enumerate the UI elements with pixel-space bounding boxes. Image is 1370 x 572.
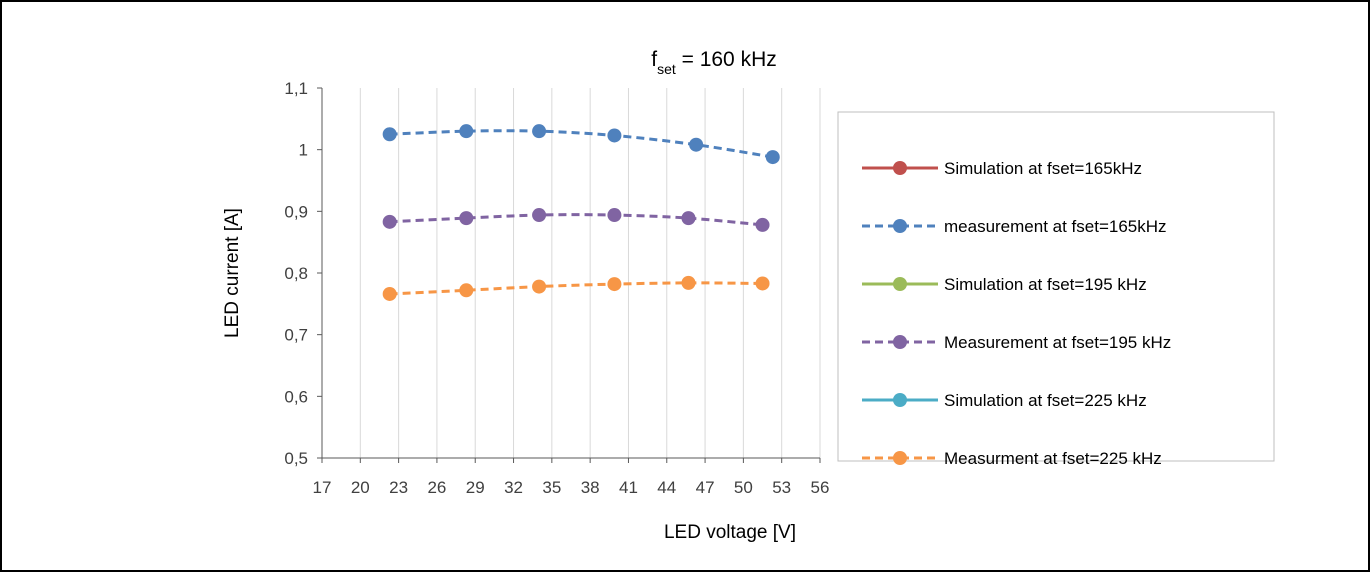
x-axis-title: LED voltage [V] bbox=[664, 522, 796, 543]
legend-label: Simulation at fset=195 kHz bbox=[944, 275, 1147, 294]
y-tick-label: 1 bbox=[299, 141, 308, 160]
data-point bbox=[681, 275, 696, 290]
data-point bbox=[459, 283, 474, 298]
data-point bbox=[607, 277, 622, 292]
x-tick-label: 44 bbox=[657, 478, 676, 497]
grid-lines bbox=[359, 88, 821, 458]
data-point bbox=[765, 150, 780, 165]
series-group bbox=[382, 124, 780, 301]
legend-label: Simulation at fset=225 kHz bbox=[944, 391, 1147, 410]
x-tick-label: 32 bbox=[504, 478, 523, 497]
x-tick-label: 47 bbox=[696, 478, 715, 497]
legend-label: Measurment at fset=225 kHz bbox=[944, 449, 1162, 468]
legend-marker bbox=[893, 393, 907, 407]
data-point bbox=[532, 124, 547, 139]
x-tick-label: 23 bbox=[389, 478, 408, 497]
x-tick-label: 56 bbox=[811, 478, 830, 497]
y-tick-labels: 0,5 0,6 0,7 0,8 0,9 1 1,1 bbox=[284, 79, 308, 468]
y-tick-label: 0,8 bbox=[284, 264, 308, 283]
data-point bbox=[689, 137, 704, 152]
x-tick-label: 29 bbox=[466, 478, 485, 497]
plot-background bbox=[322, 88, 820, 458]
data-point bbox=[459, 124, 474, 139]
data-point bbox=[532, 279, 547, 294]
x-tick-label: 26 bbox=[427, 478, 446, 497]
data-point bbox=[755, 217, 770, 232]
legend-marker bbox=[893, 451, 907, 465]
x-tick-labels: 17 20 23 26 29 32 35 38 41 44 47 50 53 56 bbox=[313, 478, 830, 497]
data-point bbox=[459, 211, 474, 226]
y-tick-label: 0,5 bbox=[284, 449, 308, 468]
x-tick-label: 20 bbox=[351, 478, 370, 497]
chart-title-rest: = 160 kHz bbox=[676, 48, 777, 71]
legend-label: measurement at fset=165kHz bbox=[944, 217, 1167, 236]
chart-title-main: f bbox=[651, 48, 657, 71]
legend-label: Measurement at fset=195 kHz bbox=[944, 333, 1171, 352]
x-tick-label: 41 bbox=[619, 478, 638, 497]
y-tick-label: 0,6 bbox=[284, 387, 308, 406]
series-line bbox=[389, 281, 763, 296]
x-tick-label: 53 bbox=[772, 478, 791, 497]
y-tick-label: 0,7 bbox=[284, 326, 308, 345]
plot-area: 17 20 23 26 29 32 35 38 41 44 47 50 53 56 0,50,60,70,… bbox=[284, 79, 829, 497]
chart-title-subscript: set bbox=[657, 61, 676, 77]
legend-marker bbox=[893, 335, 907, 349]
legend-marker bbox=[893, 161, 907, 175]
data-point bbox=[755, 276, 770, 291]
legend-marker bbox=[893, 219, 907, 233]
y-axis-title: LED current [A] bbox=[222, 208, 243, 338]
y-tick-label: 1,1 bbox=[284, 79, 308, 98]
legend-box bbox=[837, 111, 1275, 462]
x-tick-label: 50 bbox=[734, 478, 753, 497]
x-tick-label: 35 bbox=[542, 478, 561, 497]
legend-label: Simulation at fset=165kHz bbox=[944, 159, 1142, 178]
series-line bbox=[389, 213, 763, 227]
chart-title: fset = 160 kHz bbox=[651, 48, 777, 77]
legend-items: Simulation at fset=165kHz measurement at … bbox=[862, 159, 1171, 468]
data-point bbox=[382, 127, 397, 142]
data-point bbox=[607, 128, 622, 143]
legend: Simulation at fset=165kHz measurement at … bbox=[837, 111, 1275, 468]
data-point bbox=[382, 214, 397, 229]
data-point bbox=[681, 211, 696, 226]
legend-marker bbox=[893, 277, 907, 291]
data-point bbox=[532, 208, 547, 223]
y-tick-label: 0,9 bbox=[284, 202, 308, 221]
data-point bbox=[382, 286, 397, 301]
x-tick-label: 38 bbox=[581, 478, 600, 497]
axes bbox=[317, 87, 821, 463]
x-tick-label: 17 bbox=[313, 478, 332, 497]
data-point bbox=[607, 208, 622, 223]
